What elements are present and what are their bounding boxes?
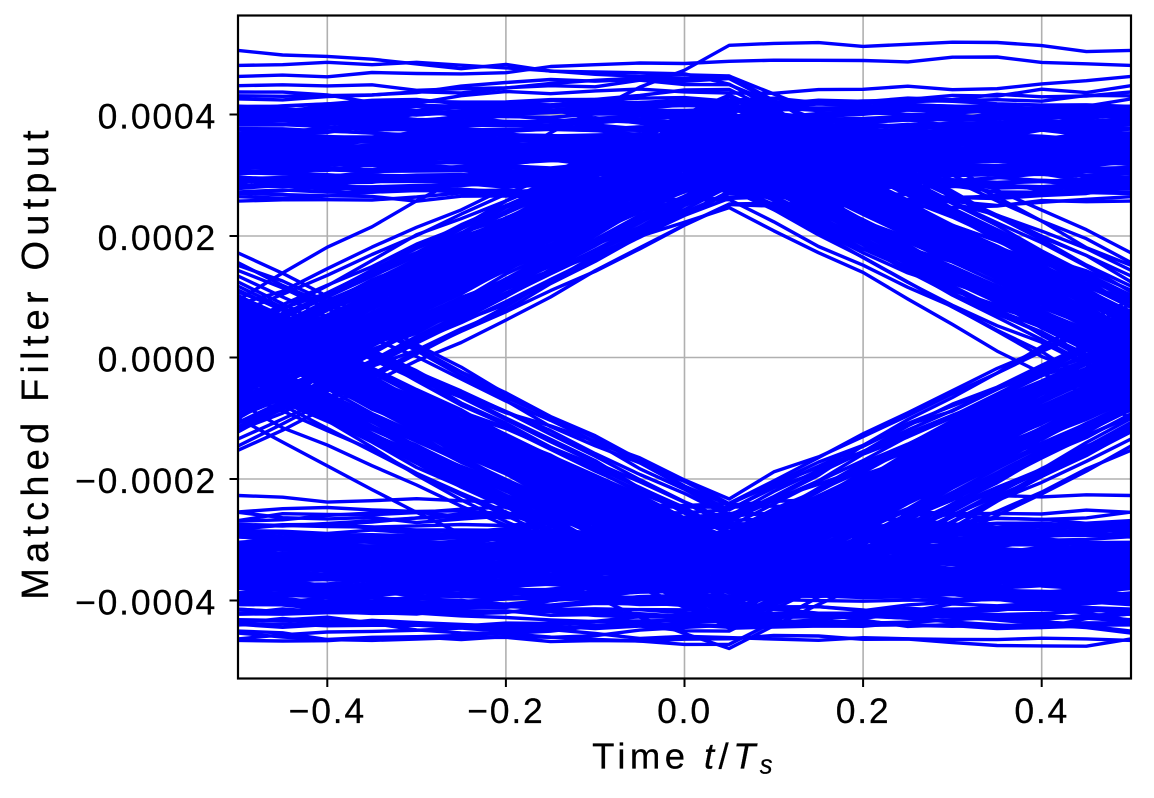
svg-text:0.0004: 0.0004	[98, 97, 217, 137]
svg-text:−0.0002: −0.0002	[75, 461, 217, 501]
svg-text:−0.4: −0.4	[289, 691, 366, 731]
svg-text:−0.0004: −0.0004	[75, 583, 217, 623]
svg-text:0.0002: 0.0002	[98, 218, 217, 258]
svg-text:0.4: 0.4	[1014, 691, 1069, 731]
svg-text:Time t/Ts: Time t/Ts	[592, 736, 777, 780]
svg-text:Matched Filter Output: Matched Filter Output	[15, 125, 57, 600]
svg-text:0.2: 0.2	[836, 691, 891, 731]
svg-text:0.0: 0.0	[657, 691, 712, 731]
svg-text:0.0000: 0.0000	[98, 340, 217, 380]
svg-text:−0.2: −0.2	[467, 691, 544, 731]
